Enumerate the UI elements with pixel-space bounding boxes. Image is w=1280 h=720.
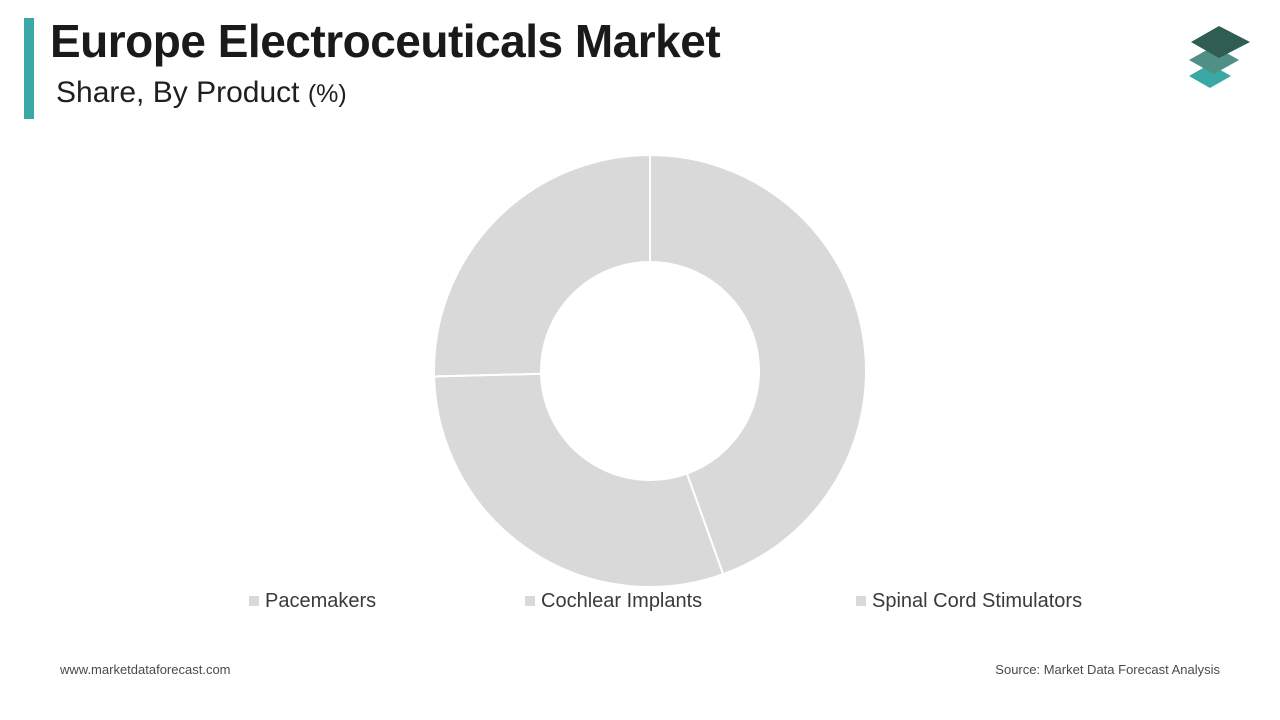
footer-source: Source: Market Data Forecast Analysis: [995, 662, 1220, 677]
footer-website: www.marketdataforecast.com: [60, 662, 231, 677]
layered-diamonds-logo-icon: [1189, 26, 1250, 88]
legend-label-pacemakers: Pacemakers: [265, 589, 377, 612]
legend-swatch-spinal-cord-stimulators: [856, 596, 866, 606]
legend-swatch-pacemakers: [249, 596, 259, 606]
donut-slice-cochlear-implants: [433, 372, 725, 588]
legend-item-spinal-cord-stimulators: Spinal Cord Stimulators: [856, 588, 1082, 614]
legend-item-cochlear-implants: Cochlear Implants: [525, 588, 702, 614]
page-title: Europe Electroceuticals Market: [50, 15, 721, 67]
subtitle-unit: (%): [307, 80, 347, 108]
legend-label-spinal-cord-stimulators: Spinal Cord Stimulators: [872, 589, 1083, 612]
legend-item-pacemakers: Pacemakers: [249, 588, 376, 614]
logo-layer-top: [1191, 26, 1250, 58]
title-accent-bar: [24, 18, 34, 119]
page-subtitle: Share, By Product (%): [56, 76, 347, 110]
donut-slice-spinal-cord-stimulators: [433, 153, 651, 378]
legend-label-cochlear-implants: Cochlear Implants: [541, 589, 703, 612]
donut-slice-pacemakers: [649, 153, 867, 576]
subtitle-text: Share, By Product: [56, 76, 300, 109]
legend-swatch-cochlear-implants: [525, 596, 535, 606]
